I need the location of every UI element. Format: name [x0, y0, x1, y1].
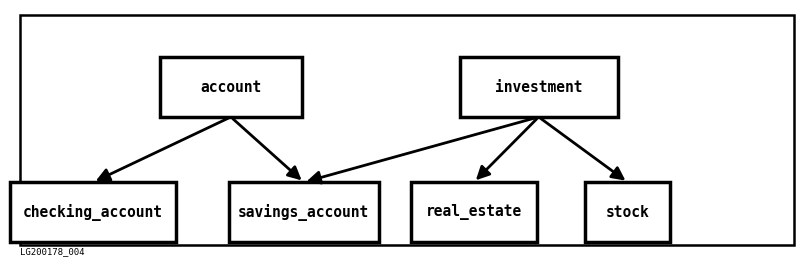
Bar: [20, 15, 794, 245]
Text: stock: stock: [606, 205, 650, 220]
Bar: [228, 182, 378, 242]
Bar: [160, 57, 301, 117]
Text: checking_account: checking_account: [23, 204, 163, 221]
Bar: [585, 182, 670, 242]
Bar: [411, 182, 536, 242]
Text: LG200178_004: LG200178_004: [20, 248, 85, 256]
Text: account: account: [200, 79, 262, 95]
Bar: [11, 182, 176, 242]
Bar: [460, 57, 617, 117]
Text: real_estate: real_estate: [426, 204, 522, 220]
Text: investment: investment: [495, 79, 582, 95]
Text: savings_account: savings_account: [238, 204, 369, 221]
